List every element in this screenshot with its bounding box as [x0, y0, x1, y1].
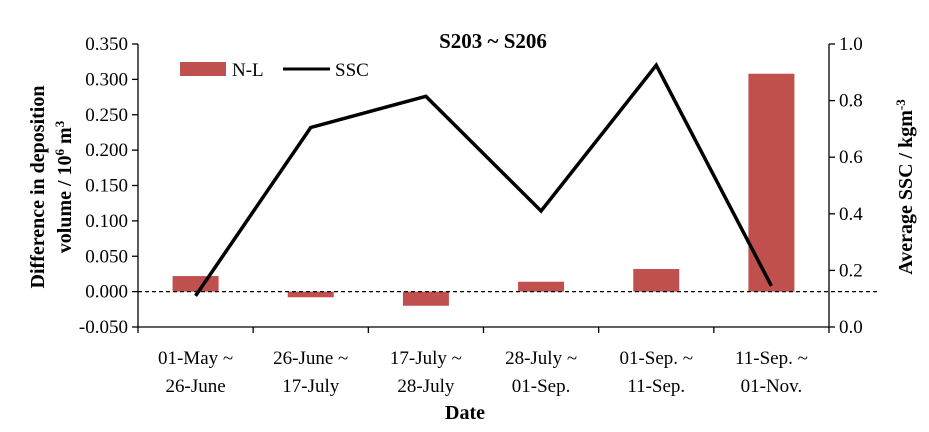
left-tick-label-1: 0.300	[85, 69, 128, 90]
svg-text:Average SSC / kgm-3: Average SSC / kgm-3	[893, 99, 918, 275]
x-tick-labels: 01-May ~ 26-June 26-June ~ 17-July 17-July ~…	[158, 348, 808, 397]
left-tick-label-3: 0.200	[85, 140, 128, 161]
right-tick-label-5: 0.0	[839, 317, 863, 338]
x-tick-label-1-1: 17-July	[282, 376, 340, 397]
legend-label-ssc: SSC	[335, 60, 369, 81]
line-layer	[194, 62, 773, 297]
right-tick-label-4: 0.2	[839, 260, 863, 281]
axes-layer	[132, 43, 835, 333]
left-tick-label-2: 0.250	[85, 105, 128, 126]
left-tick-label-7: 0.000	[85, 282, 128, 303]
left-tick-labels: 0.350 0.300 0.250 0.200 0.150 0.100 0.050 0.000…	[79, 34, 128, 338]
right-tick-labels: 1.0 0.8 0.6 0.4 0.2 0.0	[839, 34, 863, 338]
x-tick-label-5-0: 11-Sep. ~	[735, 348, 808, 369]
x-axis-title: Date	[445, 402, 485, 424]
left-axis-title-line1: Difference in deposition	[27, 86, 49, 289]
x-tick-label-4-1: 11-Sep.	[627, 376, 685, 397]
left-tick-label-0: 0.350	[85, 34, 128, 55]
left-tick-label-8: -0.050	[79, 317, 128, 338]
bar-nl-1	[287, 291, 334, 298]
line-ssc	[194, 62, 773, 297]
left-tick-label-4: 0.150	[85, 176, 128, 197]
bars-layer	[172, 73, 795, 306]
bar-nl-2	[402, 291, 449, 306]
legend-swatch-nl	[180, 62, 226, 76]
right-tick-label-0: 1.0	[839, 34, 863, 55]
left-axis-title-line2: volume / 106 m3	[52, 120, 77, 253]
right-axis-title: Average SSC / kgm-3	[893, 99, 918, 275]
bar-nl-3	[518, 281, 565, 292]
bar-nl-0	[172, 276, 219, 292]
bar-nl-4	[633, 268, 680, 292]
right-tick-label-1: 0.8	[839, 91, 863, 112]
bar-nl-5	[748, 73, 795, 292]
x-tick-label-4-0: 01-Sep. ~	[619, 348, 693, 369]
x-tick-label-3-1: 01-Sep.	[512, 376, 571, 397]
x-tick-label-3-0: 28-July ~	[505, 348, 577, 369]
left-tick-label-5: 0.100	[85, 211, 128, 232]
left-axis-title: Difference in deposition volume / 106 m3	[27, 86, 76, 289]
right-tick-label-3: 0.4	[839, 204, 863, 225]
x-tick-label-0-1: 26-June	[166, 376, 226, 397]
right-tick-label-2: 0.6	[839, 147, 863, 168]
legend-label-nl: N-L	[232, 60, 264, 81]
legend: N-L SSC	[180, 60, 369, 81]
x-tick-label-2-1: 28-July	[397, 376, 455, 397]
x-tick-label-1-0: 26-June ~	[273, 348, 348, 369]
x-tick-label-5-1: 01-Nov.	[741, 376, 803, 397]
x-tick-label-2-0: 17-July ~	[390, 348, 462, 369]
chart-title: S203 ~ S206	[439, 29, 547, 53]
left-tick-label-6: 0.050	[85, 246, 128, 267]
x-tick-label-0-0: 01-May ~	[158, 348, 233, 369]
